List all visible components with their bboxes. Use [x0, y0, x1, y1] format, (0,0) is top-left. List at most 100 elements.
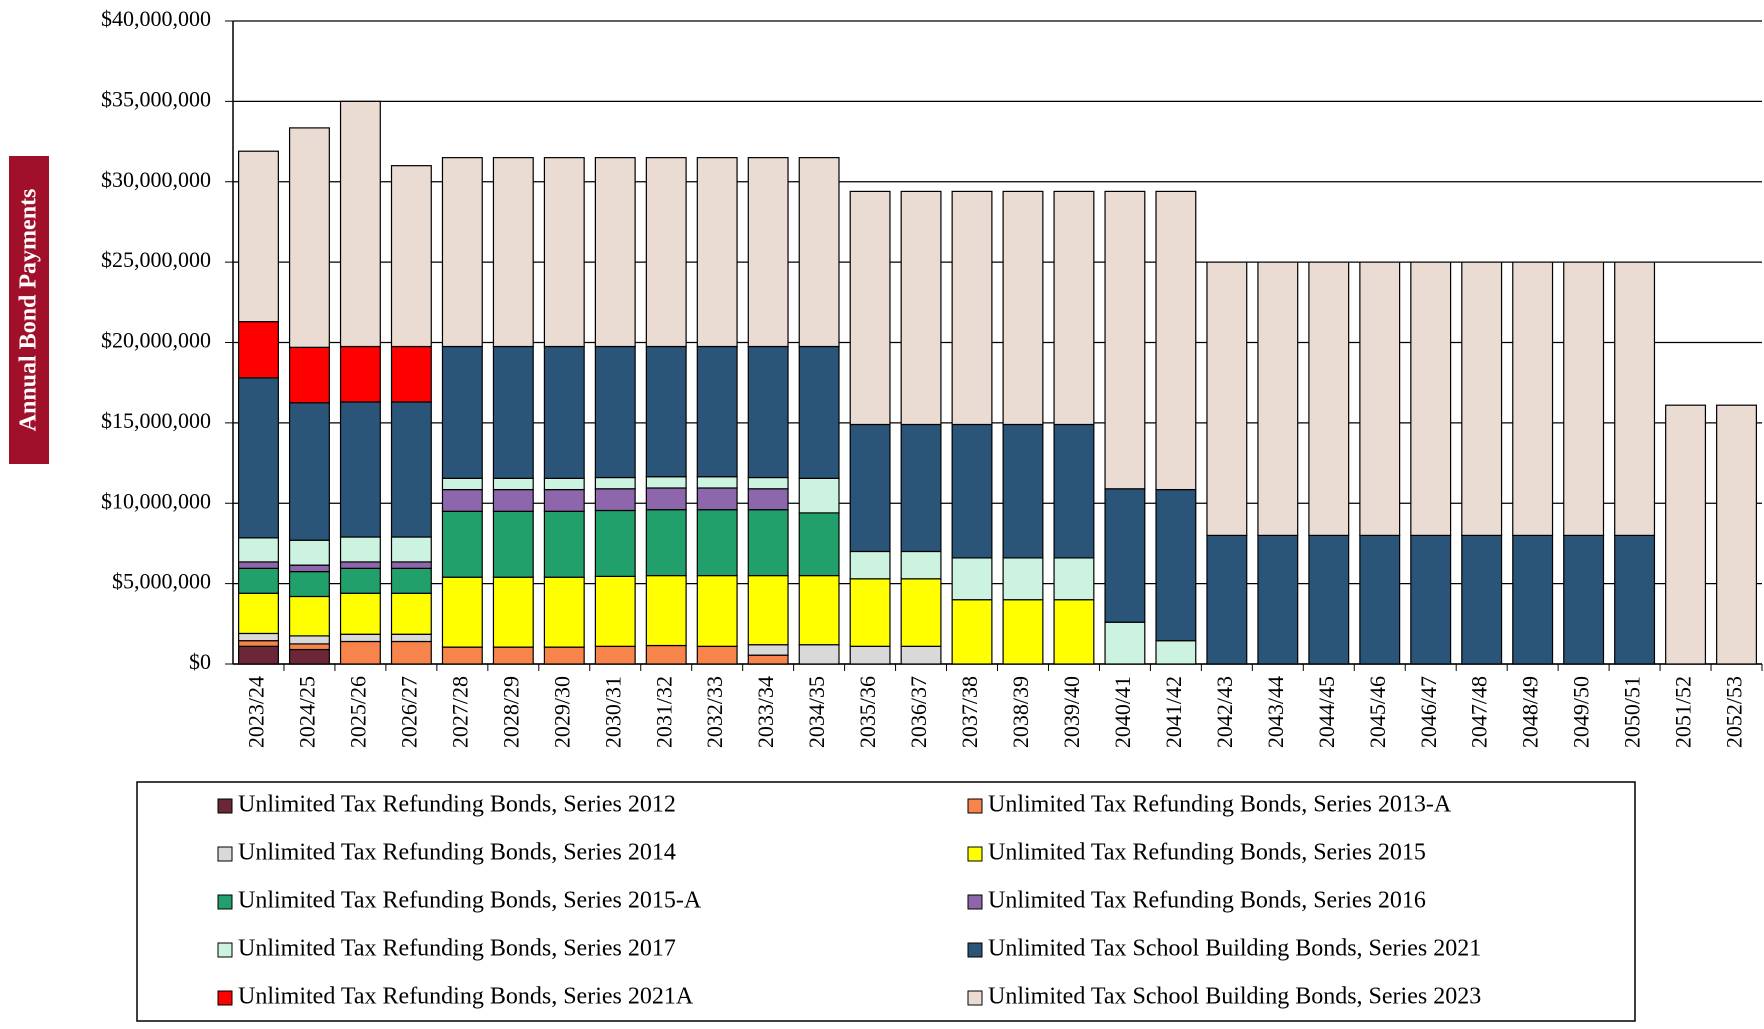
bar-segment: [543, 510, 585, 578]
bar-segment: [849, 550, 891, 580]
bar-segment: [1410, 534, 1452, 665]
bar-segment: [798, 477, 840, 514]
bar-segment: [747, 476, 789, 490]
bar-segment: [849, 190, 891, 426]
bar-segment: [543, 646, 585, 665]
bar-segment: [339, 561, 381, 569]
x-tick-label: 2047/48: [1467, 676, 1492, 748]
bar-segment: [1104, 190, 1146, 490]
bar-segment: [1104, 621, 1146, 665]
bar-segment: [1155, 488, 1197, 642]
bar-segment: [390, 345, 432, 403]
bar-segment: [1053, 599, 1095, 665]
x-tick-label: 2029/30: [549, 676, 574, 748]
bar-segment: [1206, 534, 1248, 665]
legend-label: Unlimited Tax School Building Bonds, Ser…: [988, 984, 1481, 1010]
bar-segment: [492, 477, 534, 491]
legend-swatch: [217, 942, 233, 958]
bar-segment: [1563, 534, 1605, 665]
bar-segment: [1665, 404, 1707, 665]
x-tick-label: 2048/49: [1518, 676, 1543, 748]
bar-segment: [747, 509, 789, 577]
bar-segment: [238, 632, 279, 642]
x-tick-label: 2036/37: [906, 676, 931, 748]
bar-segment: [951, 423, 993, 559]
bar-segment: [390, 567, 432, 594]
bar-segment: [594, 345, 636, 479]
bar-segment: [543, 576, 585, 648]
bar-segment: [492, 488, 534, 512]
bar-segment: [1053, 190, 1095, 426]
bar-segment: [798, 157, 840, 348]
legend-label: Unlimited Tax Refunding Bonds, Series 20…: [238, 840, 676, 866]
bar-segment: [1257, 534, 1299, 665]
bar-segment: [1614, 534, 1656, 665]
x-tick-label: 2032/33: [702, 676, 727, 748]
y-tick-label: $25,000,000: [101, 247, 211, 272]
bar-segment: [747, 488, 789, 511]
bar-segment: [339, 100, 381, 348]
bar-segment: [798, 574, 840, 646]
legend-swatch: [217, 846, 233, 862]
x-tick-label: 2044/45: [1314, 676, 1339, 748]
legend-swatch: [967, 942, 983, 958]
bar-segment: [900, 645, 942, 665]
y-label-box: [7, 154, 51, 466]
bar-segment: [594, 488, 636, 512]
bar-segment: [645, 574, 687, 647]
bar-segment: [1002, 599, 1044, 665]
bar-segment: [1308, 534, 1350, 665]
bar-segment: [747, 345, 789, 479]
legend-swatch: [967, 846, 983, 862]
bar-segment: [441, 488, 483, 512]
legend-swatch: [967, 894, 983, 910]
bar-segment: [238, 592, 279, 635]
bar-segment: [441, 576, 483, 648]
bar-segment: [339, 633, 381, 643]
bar-segment: [1155, 640, 1197, 665]
bar-segment: [594, 476, 636, 490]
bar-segment: [390, 401, 432, 538]
x-tick-label: 2023/24: [244, 676, 269, 748]
legend-label: Unlimited Tax Refunding Bonds, Series 20…: [238, 936, 676, 962]
bar-segment: [492, 646, 534, 665]
bar-segment: [1410, 261, 1452, 536]
bar-segment: [696, 345, 738, 478]
x-tick-label: 2025/26: [345, 676, 370, 748]
legend-label: Unlimited Tax Refunding Bonds, Series 20…: [988, 888, 1426, 914]
bar-segment: [238, 537, 279, 563]
bar-segment: [696, 157, 738, 348]
bar-segment: [492, 576, 534, 648]
bar-segment: [492, 345, 534, 479]
x-tick-label: 2027/28: [447, 676, 472, 748]
bar-segment: [1155, 190, 1197, 491]
bar-segment: [696, 509, 738, 577]
legend-swatch: [967, 990, 983, 1006]
bar-segment: [1563, 261, 1605, 536]
bar-segment: [1257, 261, 1299, 536]
bar-segment: [747, 644, 789, 656]
x-tick-label: 2031/32: [651, 676, 676, 748]
y-tick-label: $35,000,000: [101, 86, 211, 111]
bar-segment: [1359, 534, 1401, 665]
bar-segment: [645, 476, 687, 489]
bar-segment: [339, 567, 381, 594]
bar-segment: [900, 190, 942, 426]
bar-segment: [339, 536, 381, 563]
x-tick-label: 2045/46: [1365, 676, 1390, 748]
bar-segment: [645, 644, 687, 665]
legend-swatch: [217, 990, 233, 1006]
legend-label: Unlimited Tax School Building Bonds, Ser…: [988, 936, 1481, 962]
bar-segment: [492, 510, 534, 578]
bar-segment: [390, 561, 432, 569]
x-tick-label: 2038/39: [1008, 676, 1033, 748]
bar-segment: [238, 150, 279, 323]
bar-segment: [288, 402, 330, 541]
bar-segment: [1002, 190, 1044, 426]
bar-segment: [238, 640, 279, 647]
bar-segment: [1359, 261, 1401, 536]
bar-segment: [747, 654, 789, 665]
bar-segment: [543, 345, 585, 479]
x-tick-label: 2030/31: [600, 676, 625, 748]
